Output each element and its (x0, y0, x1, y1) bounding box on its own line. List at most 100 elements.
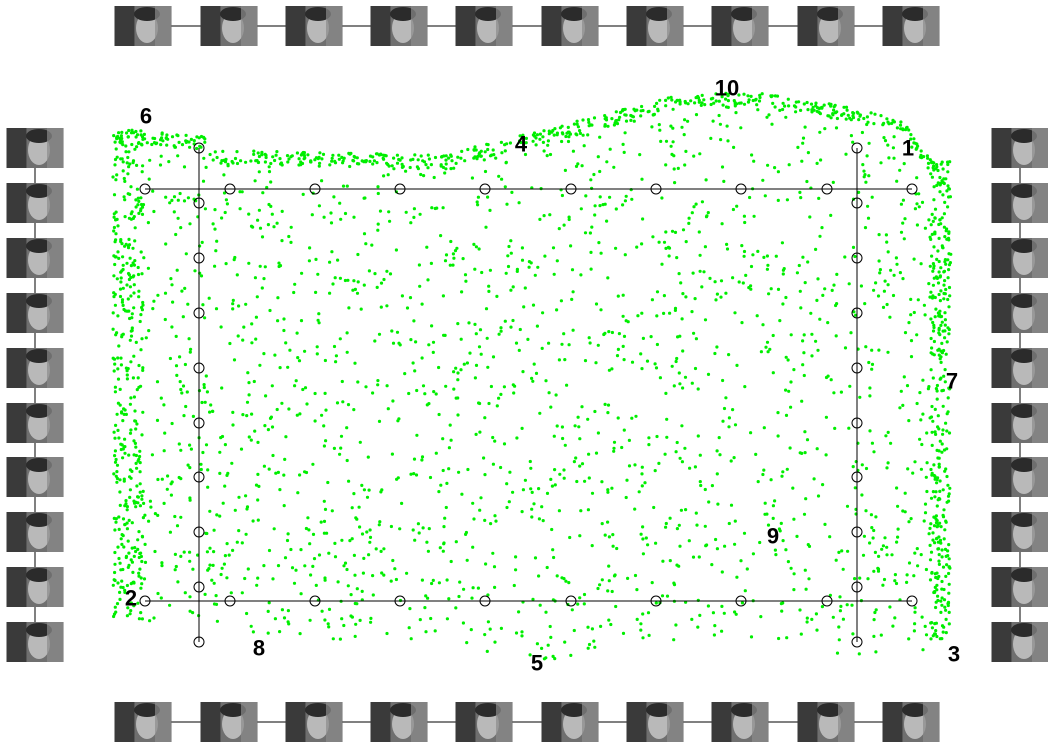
scatter-point (474, 363, 479, 367)
scatter-point (797, 263, 801, 268)
scatter-point (174, 364, 179, 368)
scatter-point (112, 274, 116, 278)
scatter-point (807, 544, 812, 549)
scatter-point (264, 394, 268, 398)
scatter-point (674, 450, 678, 454)
scatter-point (437, 365, 441, 370)
scatter-point (177, 140, 181, 144)
scatter-point (359, 307, 363, 311)
scatter-point (939, 541, 943, 545)
scatter-point (478, 430, 482, 434)
scatter-point (937, 270, 941, 274)
scatter-point (439, 483, 443, 487)
scatter-point (569, 244, 573, 248)
scatter-point (885, 466, 889, 470)
scatter-point (547, 132, 551, 136)
scatter-point (902, 237, 906, 241)
scatter-point (140, 535, 145, 539)
scatter-point (303, 156, 307, 160)
scatter-point (377, 419, 382, 423)
scatter-point (379, 152, 383, 156)
scatter-point (947, 327, 951, 332)
scatter-point (113, 562, 117, 566)
scatter-point (712, 633, 717, 637)
scatter-point (668, 311, 672, 315)
scatter-point (947, 332, 951, 336)
scatter-point (523, 478, 528, 482)
scatter-point (118, 387, 122, 391)
scatter-point (928, 235, 932, 239)
scatter-point (143, 560, 148, 565)
scatter-point (442, 542, 446, 546)
scatter-point (379, 305, 383, 309)
scatter-point (138, 490, 142, 494)
scatter-point (380, 571, 384, 575)
scatter-point (664, 139, 669, 143)
scatter-point (912, 574, 916, 578)
scatter-point (311, 462, 315, 466)
scatter-point (943, 368, 947, 372)
scatter-point (589, 250, 593, 254)
scatter-point (199, 145, 203, 149)
scatter-point (939, 323, 943, 327)
scatter-point (160, 564, 164, 568)
scatter-point (139, 611, 143, 615)
scatter-point (244, 160, 248, 164)
scatter-point (815, 161, 819, 165)
scatter-point (599, 308, 603, 312)
scatter-point (215, 513, 219, 517)
scatter-point (650, 125, 654, 129)
region-label-4: 4 (515, 132, 528, 157)
scatter-point (623, 199, 628, 203)
scatter-point (540, 646, 544, 651)
scatter-point (671, 140, 675, 144)
scatter-point (870, 348, 874, 352)
scatter-point (112, 357, 117, 361)
scatter-point (140, 559, 144, 564)
scatter-point (932, 325, 936, 330)
scatter-point (733, 519, 737, 523)
grid-marker (193, 471, 205, 483)
scatter-point (662, 311, 666, 315)
scatter-point (606, 276, 610, 280)
scatter-point (136, 203, 140, 207)
scatter-point (118, 287, 123, 291)
scatter-point (115, 277, 119, 281)
scatter-point (329, 211, 333, 215)
scatter-point (773, 105, 777, 109)
scatter-point (116, 314, 120, 318)
scatter-point (187, 140, 191, 144)
scatter-point (885, 545, 889, 549)
scatter-point (665, 594, 670, 598)
scatter-point (835, 116, 840, 121)
scatter-point (442, 154, 446, 158)
scatter-point (920, 442, 924, 447)
scatter-point (332, 446, 336, 450)
scatter-point (132, 263, 136, 267)
scatter-point (199, 467, 203, 472)
scatter-point (117, 556, 121, 561)
scatter-point (887, 156, 891, 160)
scatter-point (225, 542, 229, 546)
scatter-point (933, 632, 937, 636)
scatter-point (289, 225, 293, 229)
grid-marker (821, 183, 833, 195)
scatter-point (931, 376, 935, 380)
scatter-point (939, 599, 943, 603)
scatter-point (939, 349, 943, 353)
scatter-point (246, 567, 250, 571)
scatter-point (650, 298, 655, 302)
scatter-point (178, 355, 182, 359)
scatter-point (427, 343, 431, 347)
scatter-point (273, 353, 277, 357)
scatter-point (745, 567, 749, 571)
scatter-point (941, 404, 945, 408)
scatter-point (924, 475, 928, 479)
scatter-point (876, 566, 880, 570)
scatter-point (919, 262, 923, 266)
scatter-point (734, 612, 738, 616)
scatter-point (503, 149, 507, 153)
scatter-point (449, 153, 453, 157)
scatter-point (415, 433, 419, 437)
scatter-point (766, 163, 770, 167)
